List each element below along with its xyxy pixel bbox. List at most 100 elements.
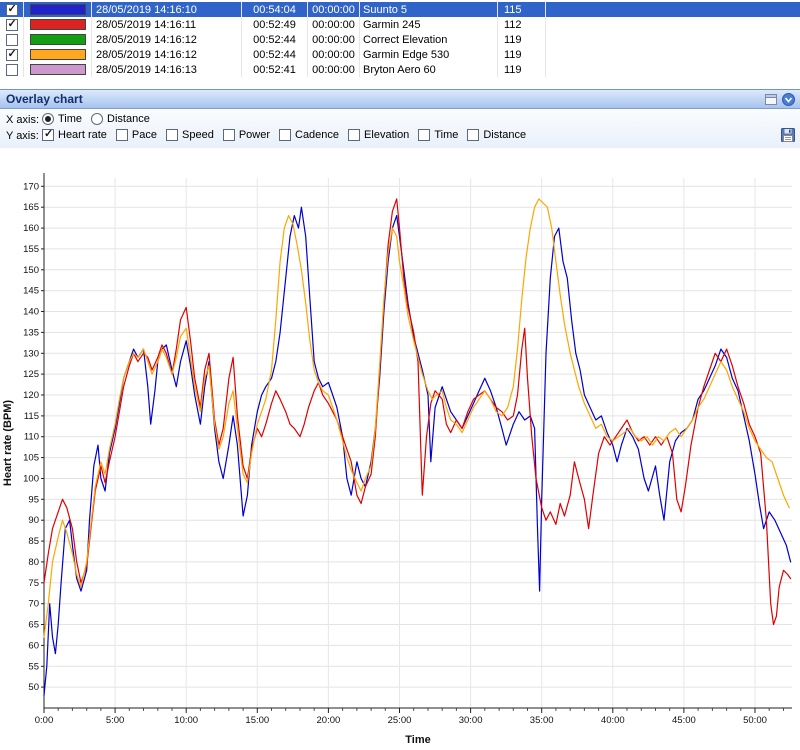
table-row[interactable]: 28/05/2019 14:16:1200:52:4400:00:00Garmi… (0, 47, 800, 62)
checkbox-icon (222, 128, 235, 141)
row-offset: 00:00:00 (308, 47, 360, 62)
svg-text:25:00: 25:00 (388, 715, 412, 726)
checkbox-icon (5, 63, 18, 76)
row-datetime: 28/05/2019 14:16:13 (92, 62, 242, 77)
y-axis-option-power[interactable]: Power (222, 128, 270, 141)
option-label: Heart rate (58, 128, 107, 141)
option-label: Speed (182, 128, 214, 141)
row-datetime: 28/05/2019 14:16:10 (92, 2, 242, 17)
svg-text:5:00: 5:00 (106, 715, 125, 726)
svg-text:110: 110 (24, 432, 39, 443)
row-datetime: 28/05/2019 14:16:11 (92, 17, 242, 32)
row-color-cell (24, 47, 92, 62)
series-color-swatch (29, 4, 86, 15)
x-axis-options: Time Distance (42, 112, 159, 128)
row-offset: 00:00:00 (308, 17, 360, 32)
chart-controls: X axis: Time Distance Y axis: Heart rate P… (0, 109, 800, 148)
panel-collapse-icon[interactable] (782, 92, 795, 106)
svg-text:20:00: 20:00 (317, 715, 341, 726)
series-color-swatch (29, 49, 86, 60)
series-color-swatch (29, 64, 86, 75)
row-datetime: 28/05/2019 14:16:12 (92, 32, 242, 47)
row-checkbox[interactable] (0, 2, 24, 17)
row-avg-hr: 119 (498, 47, 546, 62)
svg-text:115: 115 (24, 411, 39, 422)
x-axis-label: X axis: (6, 114, 40, 126)
svg-text:75: 75 (28, 578, 39, 589)
svg-text:50:00: 50:00 (743, 715, 767, 726)
row-filler (546, 2, 800, 17)
y-axis-option-elevation[interactable]: Elevation (348, 128, 409, 141)
checkbox-icon (5, 3, 18, 16)
option-label: Distance (483, 128, 527, 141)
row-color-cell (24, 62, 92, 77)
save-icon[interactable] (781, 128, 795, 145)
table-row[interactable]: 28/05/2019 14:16:1000:54:0400:00:00Suunt… (0, 2, 800, 17)
svg-text:35:00: 35:00 (530, 715, 554, 726)
checkbox-icon (42, 128, 54, 141)
row-datetime: 28/05/2019 14:16:12 (92, 47, 242, 62)
row-activity-name: Suunto 5 (360, 2, 498, 17)
checkbox-icon (418, 128, 431, 141)
row-checkbox[interactable] (0, 17, 24, 32)
row-checkbox[interactable] (0, 47, 24, 62)
checkbox-icon (279, 128, 291, 141)
activity-table: 28/05/2019 14:16:1000:54:0400:00:00Suunt… (0, 0, 800, 77)
svg-text:90: 90 (28, 515, 39, 526)
y-axis-label: Y axis: (6, 130, 39, 142)
table-row[interactable]: 28/05/2019 14:16:12 00:52:44 00:00:00 Corre… (0, 32, 800, 47)
overlay-chart: 50 55 60 65 70 75 80 85 90 95 100 105 110 115 120 125 13… (0, 148, 800, 750)
option-label: Cadence (295, 128, 340, 141)
svg-text:40:00: 40:00 (601, 715, 625, 726)
y-axis-option-distance[interactable]: Distance (467, 128, 527, 141)
row-avg-hr: 119 (498, 62, 546, 77)
y-axis-option-speed[interactable]: Speed (166, 128, 214, 141)
row-checkbox[interactable] (0, 62, 24, 77)
row-checkbox[interactable] (0, 32, 24, 47)
row-activity-name: Bryton Aero 60 (360, 62, 498, 77)
row-duration: 00:52:44 (242, 32, 308, 47)
svg-text:160: 160 (23, 223, 39, 234)
panel-window-icon[interactable] (765, 93, 777, 105)
row-avg-hr: 119 (498, 32, 546, 47)
row-duration: 00:52:41 (242, 62, 308, 77)
checkbox-icon (166, 128, 178, 141)
y-axis-option-time[interactable]: Time (418, 128, 459, 141)
option-label: Power (238, 128, 270, 141)
checkbox-icon (348, 128, 361, 141)
x-axis-row: X axis: Time Distance (6, 112, 800, 128)
svg-text:30:00: 30:00 (459, 715, 483, 726)
svg-text:145: 145 (23, 286, 39, 297)
svg-text:135: 135 (23, 327, 39, 338)
series-color-swatch (29, 34, 86, 45)
row-offset: 00:00:00 (308, 62, 360, 77)
row-filler (546, 32, 800, 47)
overlay-chart-header: Overlay chart (0, 89, 800, 109)
y-axis-option-heart-rate[interactable]: Heart rate (42, 128, 107, 141)
option-label: Time (58, 112, 83, 125)
table-row[interactable]: 28/05/2019 14:16:13 00:52:41 00:00:00 Bryto… (0, 62, 800, 77)
row-activity-name: Garmin 245 (360, 17, 498, 32)
checkbox-icon (467, 128, 480, 141)
svg-text:60: 60 (28, 640, 39, 651)
y-axis-option-pace[interactable]: Pace (115, 128, 157, 141)
row-filler (546, 47, 800, 62)
y-axis-option-cadence[interactable]: Cadence (279, 128, 340, 141)
x-axis-option-time[interactable]: Time (42, 112, 83, 125)
row-duration: 00:54:04 (242, 2, 308, 17)
x-axis-option-distance[interactable]: Distance (91, 112, 150, 125)
row-offset: 00:00:00 (308, 2, 360, 17)
svg-text:120: 120 (23, 390, 39, 401)
row-color-cell (24, 2, 92, 17)
option-label: Distance (107, 112, 150, 125)
svg-text:150: 150 (23, 265, 39, 276)
option-label: Time (434, 128, 459, 141)
table-row[interactable]: 28/05/2019 14:16:1100:52:4900:00:00Garmi… (0, 17, 800, 32)
row-duration: 00:52:49 (242, 17, 308, 32)
row-duration: 00:52:44 (242, 47, 308, 62)
svg-text:105: 105 (23, 453, 39, 464)
svg-text:85: 85 (28, 536, 39, 547)
svg-text:155: 155 (23, 244, 39, 255)
svg-text:65: 65 (28, 620, 39, 631)
